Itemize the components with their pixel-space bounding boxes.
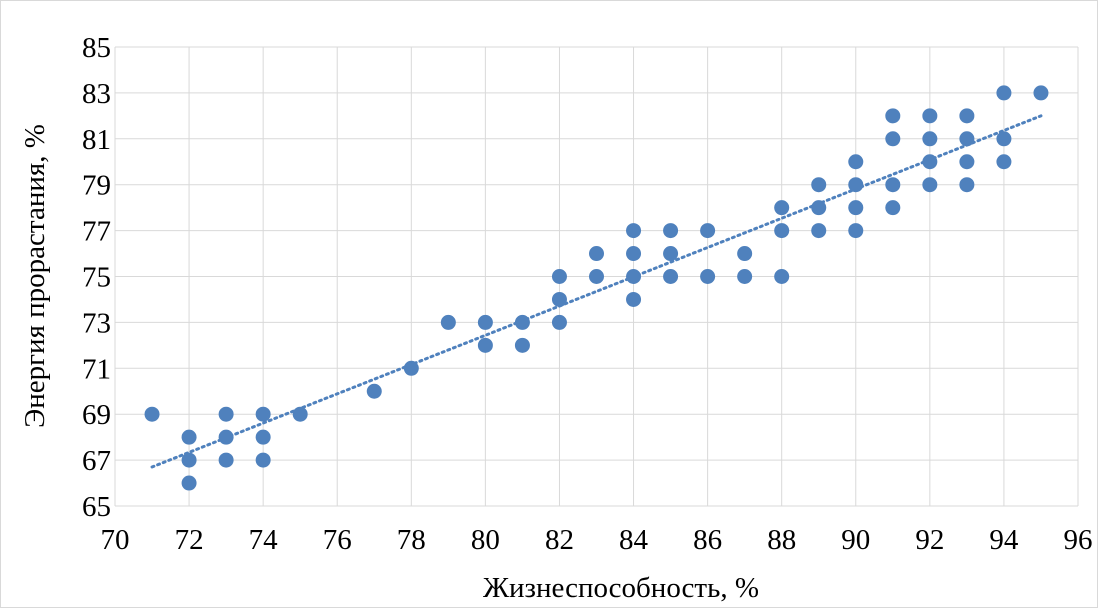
data-point bbox=[403, 360, 419, 376]
data-point bbox=[848, 177, 864, 193]
data-point bbox=[626, 291, 642, 307]
y-tick-label: 75 bbox=[82, 262, 111, 294]
x-tick-label: 92 bbox=[915, 524, 944, 556]
x-tick-label: 74 bbox=[249, 524, 279, 556]
data-point bbox=[700, 223, 716, 239]
x-tick-labels: 70 72 74 76 78 80 82 84 86 88 90 92 94 96 bbox=[101, 524, 1093, 556]
y-tick-label: 69 bbox=[82, 399, 111, 431]
data-point bbox=[218, 406, 234, 422]
data-point bbox=[922, 154, 938, 170]
data-point bbox=[477, 314, 493, 330]
data-point bbox=[811, 200, 827, 216]
data-point bbox=[774, 200, 790, 216]
data-point bbox=[1033, 85, 1049, 101]
data-point bbox=[922, 131, 938, 147]
y-tick-label: 67 bbox=[82, 445, 111, 477]
data-point bbox=[551, 291, 567, 307]
data-point bbox=[663, 269, 679, 284]
data-point bbox=[737, 269, 753, 284]
data-point bbox=[959, 108, 975, 124]
x-tick-label: 70 bbox=[101, 524, 130, 556]
data-point bbox=[811, 223, 827, 239]
data-point bbox=[959, 154, 975, 170]
data-point bbox=[737, 246, 753, 262]
x-tick-label: 80 bbox=[471, 524, 500, 556]
x-tick-label: 76 bbox=[323, 524, 352, 556]
data-point bbox=[626, 223, 642, 239]
data-point bbox=[959, 177, 975, 193]
y-tick-label: 85 bbox=[82, 32, 111, 64]
y-tick-labels: 65 67 69 71 73 75 77 79 81 83 85 bbox=[82, 32, 111, 523]
x-tick-label: 96 bbox=[1064, 524, 1093, 556]
x-tick-label: 72 bbox=[175, 524, 204, 556]
y-axis-title: Энергия прорастания, % bbox=[19, 124, 51, 428]
data-point bbox=[626, 246, 642, 262]
x-tick-label: 94 bbox=[989, 524, 1019, 556]
data-point bbox=[885, 131, 901, 147]
x-axis-title: Жизнеспособность, % bbox=[483, 572, 759, 604]
data-point bbox=[181, 429, 197, 445]
data-point bbox=[589, 246, 604, 262]
data-point bbox=[663, 246, 679, 262]
y-tick-label: 81 bbox=[82, 124, 111, 156]
data-point bbox=[514, 337, 530, 353]
data-point bbox=[848, 200, 864, 216]
data-point bbox=[551, 314, 567, 330]
data-point bbox=[551, 269, 567, 284]
data-point bbox=[477, 337, 493, 353]
data-point bbox=[144, 406, 160, 422]
data-point bbox=[922, 177, 938, 193]
data-point bbox=[700, 269, 716, 284]
data-point bbox=[885, 177, 901, 193]
y-tick-label: 71 bbox=[82, 353, 111, 385]
data-point bbox=[848, 223, 864, 239]
data-points bbox=[144, 85, 1049, 491]
data-point bbox=[922, 108, 938, 124]
data-point bbox=[255, 452, 271, 468]
data-point bbox=[848, 154, 864, 170]
data-point bbox=[440, 314, 456, 330]
data-point bbox=[589, 269, 604, 284]
x-tick-label: 88 bbox=[767, 524, 796, 556]
y-tick-label: 65 bbox=[82, 491, 111, 523]
y-tick-label: 79 bbox=[82, 170, 111, 202]
x-tick-label: 84 bbox=[619, 524, 649, 556]
data-point bbox=[996, 85, 1012, 101]
y-tick-label: 77 bbox=[82, 216, 111, 248]
data-point bbox=[255, 429, 271, 445]
data-point bbox=[181, 452, 197, 468]
x-tick-label: 86 bbox=[693, 524, 722, 556]
data-point bbox=[885, 108, 901, 124]
data-point bbox=[774, 223, 790, 239]
data-point bbox=[996, 131, 1012, 147]
data-point bbox=[366, 383, 382, 399]
data-point bbox=[626, 269, 642, 284]
data-point bbox=[663, 223, 679, 239]
x-tick-label: 78 bbox=[397, 524, 426, 556]
data-point bbox=[181, 475, 197, 491]
y-tick-label: 83 bbox=[82, 78, 111, 110]
x-tick-label: 90 bbox=[841, 524, 870, 556]
data-point bbox=[514, 314, 530, 330]
data-point bbox=[218, 452, 234, 468]
data-point bbox=[292, 406, 308, 422]
data-point bbox=[255, 406, 271, 422]
y-tick-label: 73 bbox=[82, 307, 111, 339]
data-point bbox=[996, 154, 1012, 170]
data-point bbox=[959, 131, 975, 147]
data-point bbox=[774, 269, 790, 284]
x-tick-label: 82 bbox=[545, 524, 574, 556]
data-point bbox=[811, 177, 827, 193]
data-point bbox=[885, 200, 901, 216]
data-point bbox=[218, 429, 234, 445]
